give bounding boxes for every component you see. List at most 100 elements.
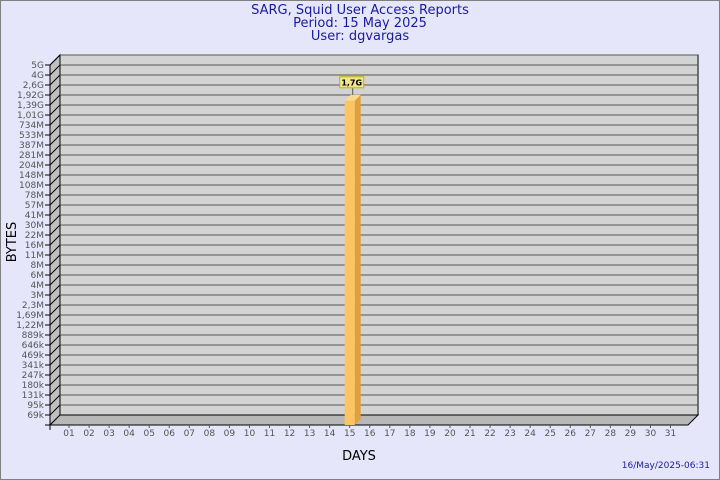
y-tick-label: 341k xyxy=(22,361,45,371)
x-tick-label: 09 xyxy=(224,429,236,439)
y-tick-label: 180k xyxy=(22,381,45,391)
y-tick-slant xyxy=(49,194,61,206)
x-tick-label: 26 xyxy=(565,429,577,439)
bar-day-15: 1,7G xyxy=(339,76,365,425)
y-tick-label: 247k xyxy=(22,371,45,381)
y-tick-label: 108M xyxy=(19,181,44,191)
x-tick-label: 24 xyxy=(524,429,536,439)
y-tick-slant xyxy=(49,154,61,166)
bar-top xyxy=(344,94,361,101)
y-tick-slant xyxy=(49,374,61,386)
y-tick-slant xyxy=(49,274,61,286)
x-tick-label: 22 xyxy=(484,429,495,439)
y-tick-slant xyxy=(49,64,61,76)
y-tick-label: 1,39G xyxy=(17,101,44,111)
y-tick-label: 131k xyxy=(22,391,45,401)
y-tick-label: 30M xyxy=(25,221,44,231)
y-tick-slant xyxy=(49,134,61,146)
y-tick-label: 1,69M xyxy=(16,311,44,321)
y-tick-slant xyxy=(49,294,61,306)
x-tick-label: 21 xyxy=(464,429,475,439)
y-tick-label: 387M xyxy=(19,141,44,151)
data-label: 1,7G xyxy=(341,78,362,87)
y-tick-slant xyxy=(49,344,61,356)
x-tick-label: 11 xyxy=(264,429,275,439)
y-tick-label: 1,01G xyxy=(17,111,44,121)
y-tick-label: 4M xyxy=(31,281,45,291)
x-tick-label: 17 xyxy=(384,429,395,439)
y-tick-label: 2,6G xyxy=(23,81,44,91)
y-axis-label: BYTES xyxy=(5,222,20,263)
y-tick-slant xyxy=(49,204,61,216)
y-tick-label: 78M xyxy=(25,191,44,201)
y-tick-slant xyxy=(49,334,61,346)
y-tick-slant xyxy=(49,304,61,316)
y-tick-label: 889k xyxy=(22,331,45,341)
chart-user: User: dgvargas xyxy=(310,29,410,44)
y-tick-slant xyxy=(49,264,61,276)
y-tick-slant xyxy=(49,394,61,406)
x-axis-label: DAYS xyxy=(342,449,376,464)
y-tick-slant xyxy=(49,244,61,256)
x-tick-label: 25 xyxy=(544,429,555,439)
y-tick-slant xyxy=(49,184,61,196)
x-tick-label: 08 xyxy=(204,429,216,439)
y-tick-slant xyxy=(49,284,61,296)
y-tick-label: 69k xyxy=(27,411,44,421)
y-tick-slant xyxy=(49,254,61,266)
x-tick-label: 02 xyxy=(83,429,94,439)
x-tick-label: 30 xyxy=(645,429,657,439)
y-tick-slant xyxy=(49,104,61,116)
y-tick-label: 22M xyxy=(25,231,44,241)
y-tick-slant xyxy=(49,224,61,236)
y-tick-label: 4G xyxy=(31,71,44,81)
y-tick-slant xyxy=(49,144,61,156)
y-tick-label: 57M xyxy=(25,201,44,211)
chart-period: Period: 15 May 2025 xyxy=(293,16,427,31)
x-tick-label: 12 xyxy=(284,429,295,439)
x-tick-label: 19 xyxy=(424,429,436,439)
y-tick-label: 5G xyxy=(31,61,44,71)
y-tick-slant xyxy=(49,354,61,366)
y-tick-label: 11M xyxy=(25,251,44,261)
plot-floor xyxy=(48,414,700,426)
y-tick-label: 2,3M xyxy=(22,301,44,311)
y-tick-label: 281M xyxy=(19,151,44,161)
y-tick-label: 1,22M xyxy=(16,321,44,331)
y-tick-label: 533M xyxy=(19,131,44,141)
y-tick-label: 1,92G xyxy=(17,91,44,101)
y-tick-slant xyxy=(49,164,61,176)
y-tick-slant xyxy=(49,74,61,86)
y-tick-label: 16M xyxy=(25,241,44,251)
y-tick-slant xyxy=(49,324,61,336)
x-tick-label: 13 xyxy=(304,429,315,439)
y-tick-label: 6M xyxy=(31,271,45,281)
y-tick-slant xyxy=(49,214,61,226)
y-tick-label: 8M xyxy=(31,261,45,271)
x-tick-label: 03 xyxy=(103,429,114,439)
bar-side xyxy=(354,94,361,425)
y-tick-label: 95k xyxy=(27,401,44,411)
x-tick-label: 10 xyxy=(244,429,256,439)
y-tick-label: 41M xyxy=(25,211,44,221)
x-tick-label: 31 xyxy=(665,429,676,439)
chart-title: SARG, Squid User Access Reports xyxy=(251,3,469,18)
bar-front xyxy=(344,100,355,425)
x-tick-label: 04 xyxy=(123,429,135,439)
x-tick-label: 23 xyxy=(504,429,515,439)
y-tick-slant xyxy=(49,384,61,396)
x-tick-label: 16 xyxy=(364,429,376,439)
x-tick-label: 28 xyxy=(605,429,617,439)
x-tick-label: 07 xyxy=(184,429,195,439)
y-tick-slant xyxy=(49,84,61,96)
x-tick-label: 14 xyxy=(324,429,336,439)
x-tick-label: 18 xyxy=(404,429,416,439)
x-tick-label: 20 xyxy=(444,429,456,439)
x-tick-label: 01 xyxy=(63,429,74,439)
x-tick-label: 05 xyxy=(143,429,154,439)
y-tick-slant xyxy=(49,314,61,326)
generated-timestamp: 16/May/2025-06:31 xyxy=(621,461,710,471)
y-tick-label: 646k xyxy=(22,341,45,351)
x-tick-label: 06 xyxy=(164,429,176,439)
